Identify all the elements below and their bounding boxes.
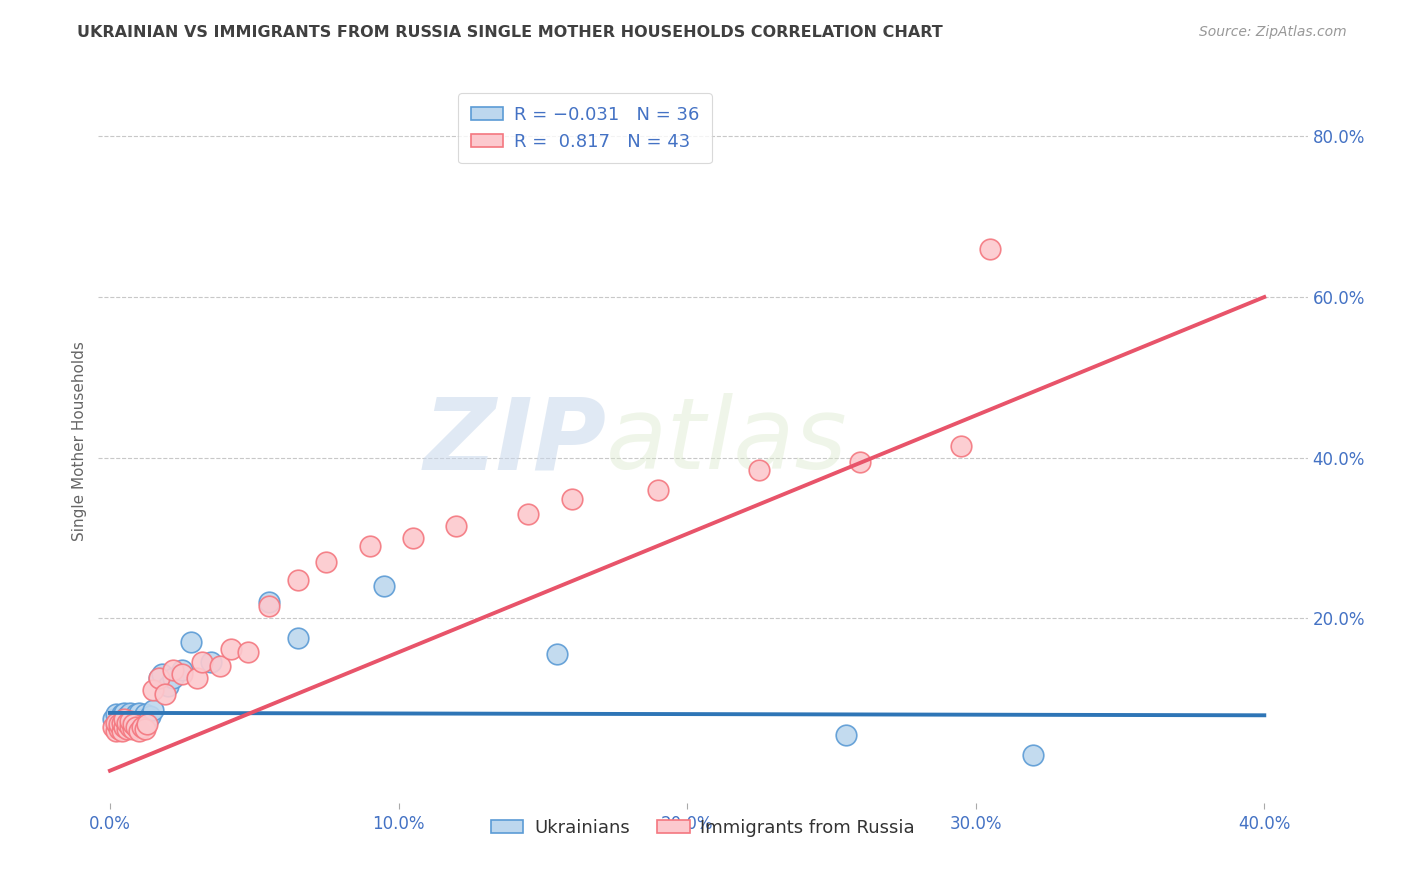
Point [104,707,127,722]
Point [402,531,425,545]
Point [120,706,142,720]
Point [950,438,973,452]
Point [136,717,159,731]
Point [546,648,568,662]
Point [979,242,1001,256]
Point [107,712,129,726]
Text: Source: ZipAtlas.com: Source: ZipAtlas.com [1199,25,1347,39]
Point [136,714,159,728]
Point [122,712,145,726]
Point [120,719,142,733]
Point [131,712,153,726]
Point [191,655,214,669]
Text: UKRAINIAN VS IMMIGRANTS FROM RUSSIA SINGLE MOTHER HOUSEHOLDS CORRELATION CHART: UKRAINIAN VS IMMIGRANTS FROM RUSSIA SING… [77,25,943,40]
Point [148,671,170,685]
Point [101,712,124,726]
Point [153,687,176,701]
Point [561,492,583,507]
Text: ZIP: ZIP [423,393,606,490]
Point [1022,747,1045,762]
Point [131,719,153,733]
Point [148,671,170,685]
Point [117,715,139,730]
Point [122,715,145,730]
Point [139,709,162,723]
Point [117,717,139,731]
Point [156,680,179,694]
Point [257,599,280,614]
Point [117,709,139,723]
Point [110,707,132,722]
Point [446,518,468,533]
Point [112,719,135,733]
Point [287,573,309,587]
Point [200,655,222,669]
Point [125,707,148,722]
Point [110,715,132,730]
Point [647,483,669,497]
Point [238,645,260,659]
Point [128,714,150,728]
Point [835,728,858,742]
Point [208,659,231,673]
Point [122,717,145,731]
Point [359,539,381,553]
Text: atlas: atlas [606,393,848,490]
Point [101,719,124,733]
Point [104,723,127,738]
Point [107,722,129,736]
Point [186,671,208,685]
Point [107,719,129,733]
Legend: Ukrainians, Immigrants from Russia: Ukrainians, Immigrants from Russia [484,812,922,845]
Point [112,712,135,726]
Point [112,714,135,728]
Point [128,723,150,738]
Point [134,707,156,722]
Point [110,715,132,730]
Point [162,664,184,678]
Point [110,723,132,738]
Point [219,641,242,656]
Point [125,719,148,733]
Point [142,703,165,717]
Point [117,722,139,736]
Point [172,667,194,681]
Point [748,462,770,476]
Point [120,714,142,728]
Point [107,717,129,731]
Point [120,714,142,728]
Point [849,454,872,468]
Point [162,671,184,685]
Y-axis label: Single Mother Households: Single Mother Households [72,342,87,541]
Point [150,667,173,681]
Point [112,706,135,720]
Point [104,715,127,730]
Point [517,507,540,521]
Point [142,683,165,698]
Point [257,595,280,609]
Point [172,664,194,678]
Point [373,579,395,593]
Point [128,706,150,720]
Point [134,722,156,736]
Point [104,715,127,730]
Point [122,722,145,736]
Point [287,632,309,646]
Point [180,635,202,649]
Point [315,555,337,569]
